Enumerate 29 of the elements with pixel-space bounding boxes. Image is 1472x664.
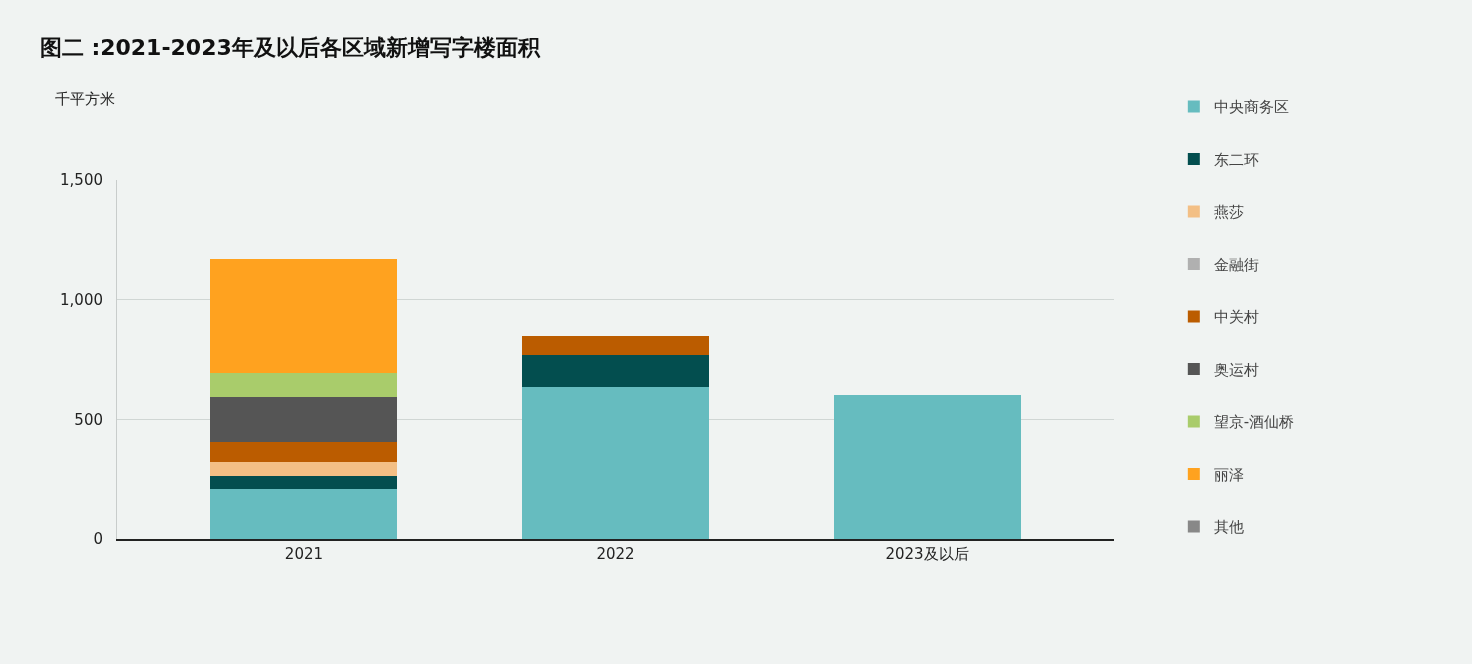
legend-label: 东二环 — [1213, 150, 1259, 169]
x-tick-label: 2021 — [284, 545, 324, 563]
bar — [210, 442, 398, 463]
x-tick-label: 2023及以后 — [885, 545, 969, 563]
bar — [522, 354, 709, 388]
legend-label: 中央商务区 — [1213, 98, 1289, 117]
bar — [210, 462, 398, 476]
bar — [210, 372, 398, 397]
chart-title: 图二 :2021-2023年及以后各区域新增写字楼面积 — [39, 35, 541, 61]
legend-label: 其他 — [1213, 518, 1244, 537]
y-tick-label: 500 — [74, 410, 103, 429]
legend-label: 丽泽 — [1213, 465, 1244, 484]
y-tick-label: 0 — [93, 530, 103, 549]
bar — [210, 475, 398, 489]
legend-label: 望京-酒仙桥 — [1213, 413, 1295, 432]
bar — [522, 387, 709, 539]
legend-label: 金融街 — [1213, 255, 1259, 274]
bar — [210, 258, 398, 373]
y-axis-title: 千平方米 — [55, 90, 115, 108]
bar — [210, 488, 398, 539]
y-tick-label: 1,000 — [60, 290, 103, 309]
x-tick-label: 2022 — [596, 545, 635, 563]
legend-label: 中关村 — [1213, 308, 1259, 327]
bar — [833, 395, 1021, 539]
bar — [210, 396, 398, 443]
y-tick-label: 1,500 — [60, 171, 103, 190]
legend-label: 燕莎 — [1213, 203, 1244, 222]
legend-label: 奥运村 — [1213, 360, 1259, 379]
bar — [522, 335, 709, 355]
